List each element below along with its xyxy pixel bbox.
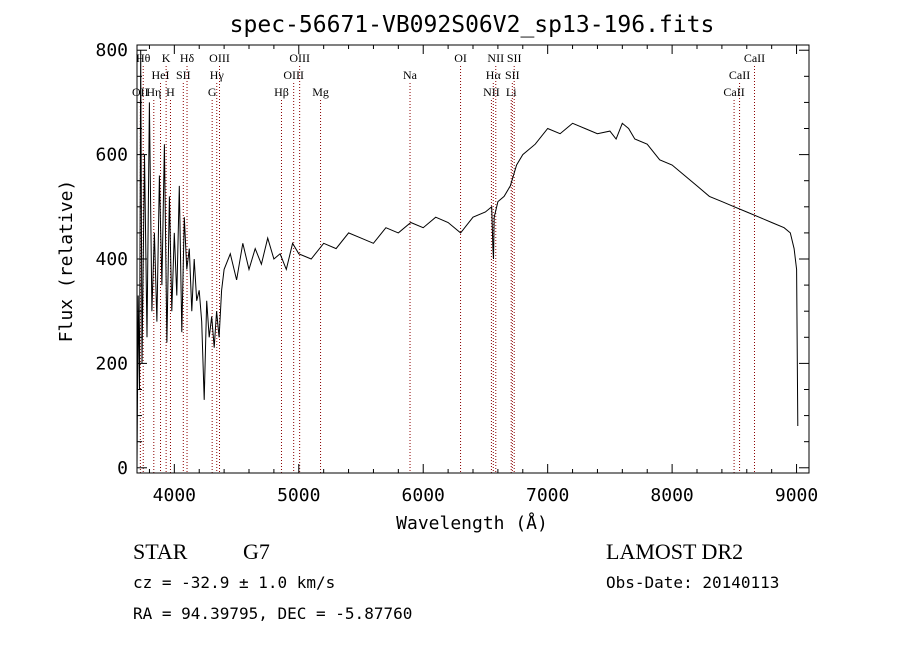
object-class: STAR	[133, 539, 188, 564]
line-label-19: NII	[487, 51, 504, 65]
line-label-5: H	[166, 85, 175, 99]
line-label-25: CaII	[744, 51, 765, 65]
object-subclass: G7	[243, 539, 270, 564]
line-label-11: Hβ	[274, 85, 289, 99]
line-labels: OIIHθHηHeIKHSIIHδGHγOIIIHβOIIIOIIIMgNaOI…	[132, 51, 765, 99]
spectrum-curve	[136, 50, 799, 468]
line-label-23: CaII	[723, 85, 744, 99]
radec-text: RA = 94.39795, DEC = -5.87760	[133, 604, 412, 623]
x-axis: 4000 5000 6000 7000 8000 9000	[148, 45, 818, 506]
line-label-3: HeI	[152, 68, 170, 82]
line-label-14: Mg	[312, 85, 329, 99]
line-label-8: G	[208, 85, 217, 99]
chart-title: spec-56671-VB092S06V2_sp13-196.fits	[230, 12, 715, 38]
line-label-20: Li	[506, 85, 517, 99]
line-label-15: Na	[403, 68, 418, 82]
x-tick-label-3: 7000	[526, 485, 569, 506]
redshift-text: cz = -32.9 ± 1.0 km/s	[133, 573, 335, 592]
line-label-22: SII	[507, 51, 522, 65]
line-label-18: Hα	[486, 68, 502, 82]
y-tick-label-2: 400	[95, 249, 128, 270]
line-label-17: NII	[483, 85, 500, 99]
x-tick-label-5: 9000	[775, 485, 818, 506]
y-axis: 0 200 400 600 800	[95, 40, 809, 479]
y-axis-label: Flux (relative)	[56, 180, 77, 343]
x-tick-label-0: 4000	[153, 485, 196, 506]
line-label-12: OIII	[283, 68, 304, 82]
line-label-2: Hη	[146, 85, 161, 99]
x-tick-label-4: 8000	[650, 485, 693, 506]
y-tick-label-0: 0	[117, 458, 128, 479]
x-tick-label-1: 5000	[277, 485, 320, 506]
line-label-21: SII	[505, 68, 520, 82]
line-label-13: OIII	[289, 51, 310, 65]
line-label-1: Hθ	[136, 51, 151, 65]
line-label-9: Hγ	[210, 68, 225, 82]
line-label-7: Hδ	[180, 51, 195, 65]
y-tick-label-4: 800	[95, 40, 128, 61]
survey-name: LAMOST DR2	[606, 539, 743, 564]
line-label-6: SII	[176, 68, 191, 82]
line-label-4: K	[162, 51, 171, 65]
line-label-10: OIII	[209, 51, 230, 65]
line-label-16: OI	[454, 51, 467, 65]
x-axis-label: Wavelength (Å)	[396, 512, 548, 534]
y-tick-label-1: 200	[95, 353, 128, 374]
x-tick-label-2: 6000	[402, 485, 445, 506]
line-markers	[139, 66, 755, 473]
line-label-24: CaII	[729, 68, 750, 82]
obs-date: Obs-Date: 20140113	[606, 573, 779, 592]
y-tick-label-3: 600	[95, 145, 128, 166]
plot-frame	[136, 44, 810, 474]
